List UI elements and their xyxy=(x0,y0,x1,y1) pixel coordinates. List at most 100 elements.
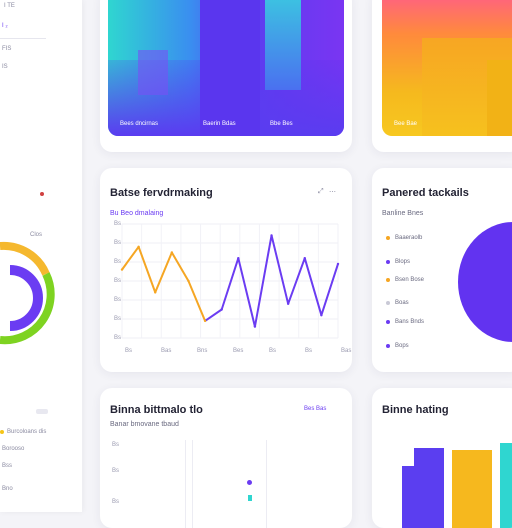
legend-item[interactable]: Boas xyxy=(386,300,409,306)
y-tick: Bs xyxy=(112,499,120,505)
x-tick: Bs xyxy=(125,348,133,354)
data-point[interactable] xyxy=(303,257,306,260)
x-tick: Bes xyxy=(233,348,244,354)
y-tick: Bs xyxy=(112,442,120,448)
gradient-label: Baerin Bdas xyxy=(203,121,236,127)
data-point[interactable] xyxy=(154,291,157,294)
data-point[interactable] xyxy=(286,302,290,305)
y-tick: Bs xyxy=(114,221,122,227)
expand-icon[interactable]: ⤢ xyxy=(318,188,324,195)
card-subtitle: Banline Bnes xyxy=(382,210,424,217)
card-title: Panered tackails xyxy=(382,187,469,199)
legend-dot xyxy=(386,260,390,264)
line-chart-card: Batse fervdrmaking ⤢ ⋯ Bu Beo dmalaing B… xyxy=(100,168,352,372)
legend-label: Baaeraolb xyxy=(395,235,423,241)
data-point[interactable] xyxy=(137,245,140,248)
data-point[interactable] xyxy=(203,319,207,323)
series-line-orange[interactable] xyxy=(121,245,207,322)
legend-item[interactable]: Bops xyxy=(386,343,409,349)
data-point[interactable] xyxy=(220,308,223,311)
x-tick: Bns xyxy=(197,348,208,354)
legend-dot xyxy=(386,320,390,324)
legend-item[interactable]: Bsen Bose xyxy=(386,277,424,283)
y-tick: Bs xyxy=(114,335,122,341)
bottom-left-card: Binna bittmalo tlo Bes Bas Banar bmovane… xyxy=(100,388,352,528)
data-point[interactable] xyxy=(248,495,252,501)
gradient-label: Bees dncirnas xyxy=(120,121,159,127)
data-point[interactable] xyxy=(270,234,273,237)
card-title: Binne hating xyxy=(382,404,449,416)
legend-label: Boas xyxy=(395,300,409,306)
x-tick: Bs xyxy=(269,348,277,354)
x-tick: Bas xyxy=(341,348,352,354)
legend-label: Bans Bnds xyxy=(395,319,425,325)
data-point[interactable] xyxy=(187,279,190,283)
bottom-right-card: Binne hating xyxy=(372,388,512,528)
gridline xyxy=(266,440,267,528)
data-point[interactable] xyxy=(237,257,240,260)
list-item[interactable]: Borooso xyxy=(2,446,25,452)
sidebar-item[interactable]: FIS xyxy=(2,46,12,52)
y-tick: Bs xyxy=(114,297,122,303)
y-tick: Bs xyxy=(114,240,122,246)
y-tick: Bs xyxy=(114,278,122,284)
gradient-panel xyxy=(108,0,344,136)
bar[interactable] xyxy=(414,448,444,528)
list-item-label: Burcoloans dis xyxy=(7,429,47,435)
bar[interactable] xyxy=(500,443,512,528)
y-tick: Bs xyxy=(114,259,122,265)
data-point[interactable] xyxy=(247,480,252,485)
gradient-panel xyxy=(382,0,512,136)
x-tick: Bas xyxy=(161,348,172,354)
legend-dot xyxy=(386,301,390,305)
sidebar: I TE I ₂ FIS IS Clos Burcoloans dis Boro… xyxy=(0,0,82,512)
top-gradient-card: Bees dncirnas Baerin Bdas Bbe Bes xyxy=(100,0,352,152)
legend-label: Blops xyxy=(395,259,411,265)
sidebar-item[interactable]: IS xyxy=(2,64,8,70)
legend-dot xyxy=(386,278,390,282)
gradient-label: Bee Bae xyxy=(394,121,418,127)
card-title: Binna bittmalo tlo xyxy=(110,404,203,416)
bar[interactable] xyxy=(452,450,492,528)
data-point[interactable] xyxy=(170,251,174,254)
list-item[interactable]: Burcoloans dis xyxy=(0,429,46,435)
donut-label: Clos xyxy=(30,232,43,238)
gridline xyxy=(185,440,186,528)
sidebar-item[interactable]: I ₂ xyxy=(2,23,8,29)
list-item[interactable]: Bno xyxy=(2,486,13,492)
more-icon[interactable]: ⋯ xyxy=(329,189,336,196)
sidebar-top-label: I TE xyxy=(4,3,15,9)
legend-dot xyxy=(386,236,390,240)
legend-label: Bsen Bose xyxy=(395,277,425,283)
status-badge: Bes Bas xyxy=(304,406,327,412)
data-point[interactable] xyxy=(320,314,323,317)
list-item[interactable]: Bss xyxy=(2,463,13,469)
card-subtitle: Bu Beo dmalaing xyxy=(110,210,164,217)
card-title: Batse fervdrmaking xyxy=(110,187,213,199)
top-right-gradient-card: Bee Bae xyxy=(372,0,512,152)
data-point[interactable] xyxy=(120,268,124,271)
legend-item[interactable]: Baaeraolb xyxy=(386,235,422,241)
legend-item[interactable]: Blops xyxy=(386,259,410,265)
bar[interactable] xyxy=(402,466,416,528)
legend-dot xyxy=(386,344,390,348)
bar-chart xyxy=(402,443,512,528)
legend-item[interactable]: Bans Bnds xyxy=(386,319,424,325)
data-point[interactable] xyxy=(253,325,257,328)
y-tick: Bs xyxy=(112,468,120,474)
legend-dot xyxy=(0,430,4,434)
sidebar-mini-card[interactable] xyxy=(0,170,60,210)
card-subtitle: Banar bmovane tbaud xyxy=(110,421,179,428)
pie-chart xyxy=(458,222,512,342)
legend-label: Bops xyxy=(395,343,409,349)
dot-icon xyxy=(40,192,44,196)
line-chart xyxy=(120,223,340,339)
donut-chart xyxy=(0,241,55,345)
gradient-label: Bbe Bes xyxy=(270,121,293,127)
data-point[interactable] xyxy=(336,262,340,266)
y-tick: Bs xyxy=(114,316,122,322)
pie-card: Panered tackails Banline Bnes xyxy=(372,168,512,372)
divider xyxy=(0,38,46,39)
x-tick: Bs xyxy=(305,348,313,354)
small-badge xyxy=(36,409,48,414)
